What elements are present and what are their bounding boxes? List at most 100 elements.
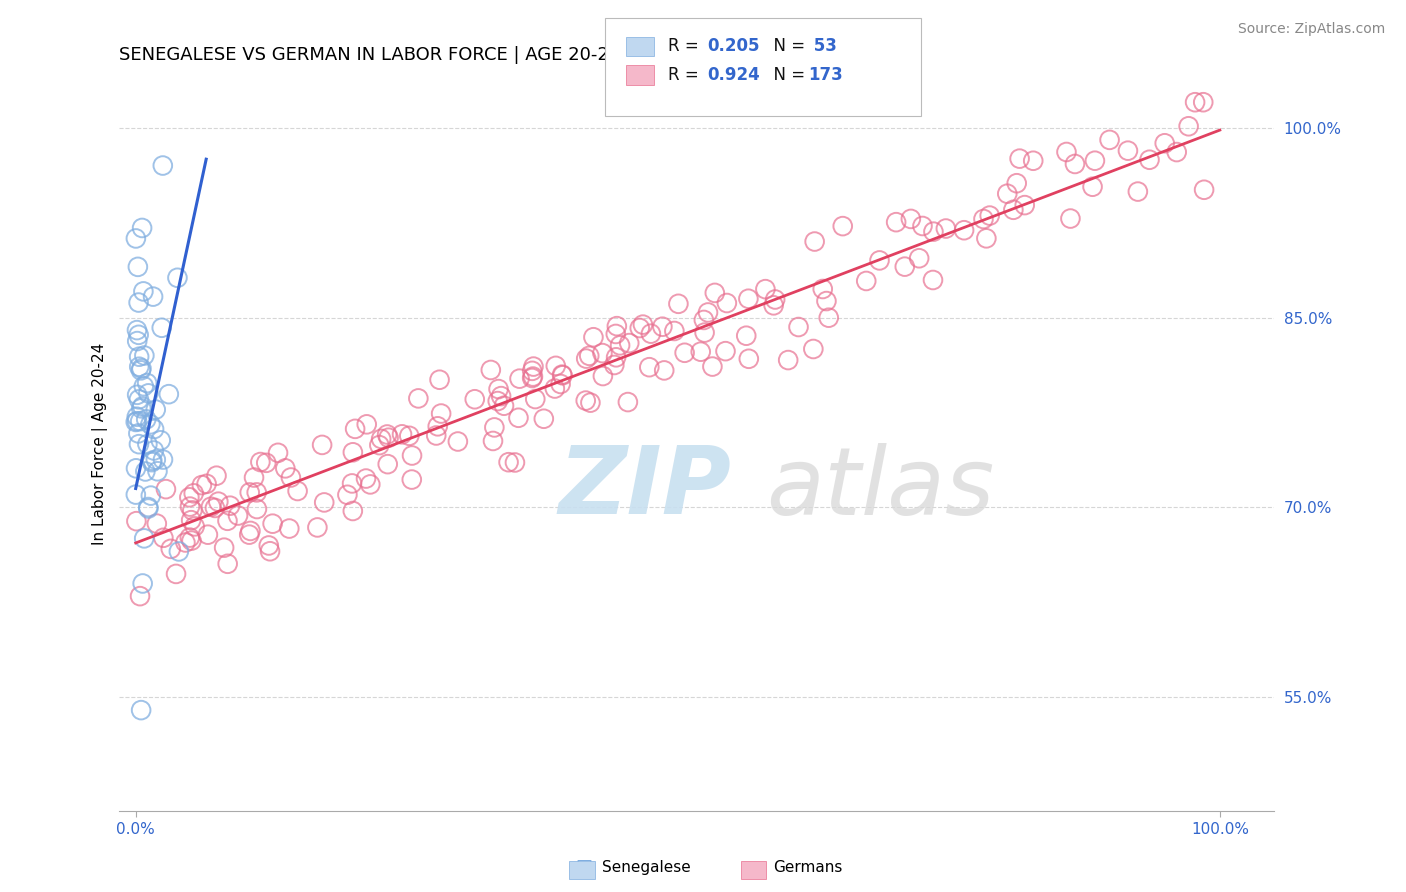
Point bbox=[205, 468, 228, 483]
Point bbox=[157, 387, 180, 401]
Point bbox=[155, 482, 177, 496]
Point bbox=[702, 359, 724, 374]
Point bbox=[141, 455, 163, 469]
Point bbox=[401, 473, 423, 487]
Point bbox=[426, 419, 449, 434]
Point bbox=[1022, 153, 1045, 168]
Text: Germans: Germans bbox=[773, 860, 842, 874]
Point bbox=[217, 514, 239, 528]
Point bbox=[314, 495, 336, 509]
Point bbox=[131, 221, 153, 235]
Point bbox=[763, 293, 786, 307]
Point bbox=[129, 589, 152, 603]
Point bbox=[183, 519, 205, 533]
Point bbox=[631, 318, 654, 332]
Point bbox=[533, 411, 555, 425]
Point bbox=[146, 464, 169, 478]
Point bbox=[1192, 95, 1215, 110]
Point bbox=[127, 334, 149, 348]
Point bbox=[127, 426, 149, 441]
Point bbox=[191, 478, 214, 492]
Point bbox=[254, 456, 277, 470]
Point bbox=[815, 294, 838, 309]
Point bbox=[579, 395, 602, 409]
Text: atlas: atlas bbox=[766, 442, 994, 533]
Point bbox=[377, 431, 399, 445]
Text: N =: N = bbox=[763, 37, 811, 55]
Point bbox=[606, 319, 628, 334]
Point bbox=[603, 358, 626, 372]
Point bbox=[336, 488, 359, 502]
Point bbox=[522, 359, 544, 374]
Point bbox=[1192, 183, 1215, 197]
Point bbox=[340, 476, 363, 491]
Point bbox=[132, 285, 155, 299]
Point bbox=[127, 388, 149, 402]
Point bbox=[391, 427, 413, 442]
Point bbox=[307, 520, 329, 534]
Point bbox=[1166, 145, 1188, 159]
Point bbox=[243, 470, 266, 484]
Point bbox=[287, 483, 309, 498]
Point bbox=[1064, 157, 1087, 171]
Point bbox=[697, 305, 720, 319]
Text: Source: ZipAtlas.com: Source: ZipAtlas.com bbox=[1237, 22, 1385, 37]
Point bbox=[508, 410, 530, 425]
Point bbox=[953, 223, 976, 237]
Point bbox=[246, 502, 269, 516]
Text: N =: N = bbox=[763, 66, 811, 84]
Point bbox=[1014, 198, 1036, 212]
Point bbox=[1005, 176, 1028, 190]
Point bbox=[125, 231, 148, 245]
Point bbox=[377, 457, 399, 471]
Point bbox=[135, 412, 157, 426]
Point bbox=[136, 500, 159, 514]
Point bbox=[689, 344, 711, 359]
Point bbox=[207, 494, 229, 508]
Point bbox=[125, 414, 148, 428]
Point bbox=[716, 296, 738, 310]
Point bbox=[550, 376, 572, 391]
Point bbox=[1084, 153, 1107, 168]
Point bbox=[524, 392, 547, 406]
Point bbox=[165, 566, 187, 581]
Point bbox=[375, 427, 398, 442]
Point bbox=[488, 382, 510, 396]
Point bbox=[544, 359, 567, 373]
Point bbox=[125, 323, 148, 337]
Point bbox=[1153, 136, 1175, 151]
Point bbox=[976, 231, 998, 245]
Point bbox=[1126, 185, 1149, 199]
Point bbox=[803, 235, 825, 249]
Point bbox=[1116, 144, 1139, 158]
Point bbox=[1177, 120, 1199, 134]
Point bbox=[995, 186, 1018, 201]
Text: □: □ bbox=[575, 858, 592, 876]
Point bbox=[128, 327, 150, 342]
Point bbox=[128, 295, 150, 310]
Point bbox=[280, 470, 302, 484]
Point bbox=[342, 445, 364, 459]
Point bbox=[900, 211, 922, 226]
Point bbox=[145, 402, 167, 417]
Point bbox=[1081, 179, 1104, 194]
Point bbox=[482, 434, 505, 448]
Point bbox=[605, 326, 627, 341]
Point bbox=[354, 471, 377, 485]
Point bbox=[714, 344, 737, 359]
Point bbox=[884, 215, 907, 229]
Point bbox=[1184, 95, 1206, 110]
Point bbox=[668, 297, 690, 311]
Point bbox=[145, 452, 167, 467]
Point bbox=[166, 270, 188, 285]
Point bbox=[489, 389, 512, 403]
Point bbox=[180, 533, 202, 548]
Point bbox=[239, 524, 262, 538]
Point bbox=[492, 399, 515, 413]
Point bbox=[855, 274, 877, 288]
Point bbox=[592, 369, 614, 384]
Point bbox=[787, 320, 810, 334]
Point bbox=[664, 324, 686, 338]
Point bbox=[1002, 202, 1025, 217]
Point bbox=[149, 434, 172, 448]
